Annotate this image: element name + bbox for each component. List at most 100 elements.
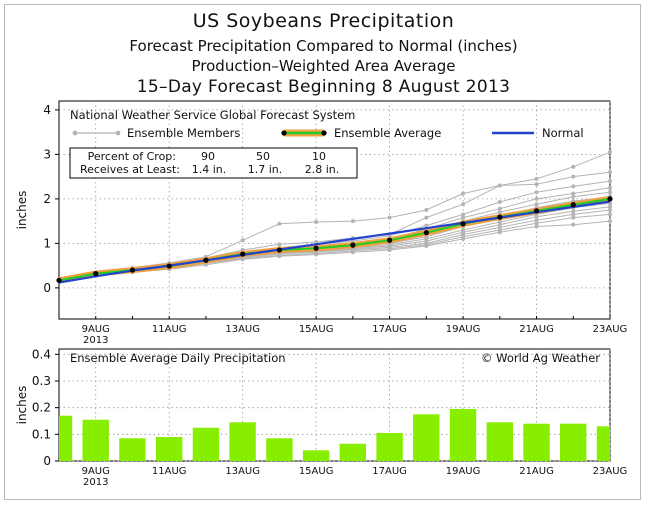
daily-precip-bar <box>302 450 330 461</box>
ensemble-average-point <box>240 251 246 257</box>
bar-x-tick-label: 9AUG <box>82 466 110 477</box>
ensemble-average-point <box>607 196 613 202</box>
ensemble-member-point <box>608 150 612 155</box>
ensemble-member-line <box>58 180 611 281</box>
ensemble-average-point <box>129 267 136 273</box>
ensemble-average-point <box>460 221 466 227</box>
ensemble-member-line <box>58 171 611 281</box>
chart-subtitle-2: Production–Weighted Area Average <box>191 57 456 75</box>
bar-y-axis-label: inches <box>15 386 29 425</box>
main-x-tick-label: 15AUG <box>299 324 334 335</box>
chart-subtitle-1: Forecast Precipitation Compared to Norma… <box>129 37 518 55</box>
legend-normal-label: Normal <box>542 126 584 140</box>
ensemble-member-point <box>571 212 576 217</box>
bar-x-tick-label: 21AUG <box>519 466 554 477</box>
bar-x-year-label: 2013 <box>83 477 108 488</box>
ensemble-average-point <box>350 242 356 248</box>
ensemble-member-point <box>277 242 282 247</box>
daily-precip-bar <box>486 422 513 461</box>
ensemble-member-point <box>608 170 612 175</box>
legend-average-dot <box>321 130 327 136</box>
ensemble-member-point <box>608 185 612 190</box>
main-x-tick-label: 19AUG <box>446 324 481 335</box>
normal-line <box>58 200 611 284</box>
legend: Ensemble Members Ensemble Average Normal <box>72 126 584 140</box>
ensemble-member-point <box>350 250 355 255</box>
daily-precip-bar <box>266 438 293 461</box>
ensemble-member-point <box>424 215 429 220</box>
daily-precip-bar <box>560 423 587 461</box>
ensemble-member-point <box>240 257 245 262</box>
credit-label: © World Ag Weather <box>481 351 600 365</box>
legend-members-dot <box>115 130 121 136</box>
legend-members-label: Ensemble Members <box>127 126 240 140</box>
crop-table-row1-label: Percent of Crop: <box>88 150 176 163</box>
ensemble-average-point <box>166 263 172 269</box>
ensemble-member-point <box>350 219 355 224</box>
crop-table-row2-value: 1.4 in. <box>192 163 227 176</box>
ensemble-member-point <box>497 210 502 215</box>
ensemble-member-point <box>608 190 612 195</box>
crop-table-row2-value: 2.8 in. <box>305 163 340 176</box>
ensemble-member-point <box>497 183 502 188</box>
daily-precip-bar <box>413 414 440 461</box>
bar-y-tick-label: 0.4 <box>32 347 51 361</box>
bar-x-tick-label: 15AUG <box>299 466 334 477</box>
ensemble-member-point <box>497 206 502 211</box>
ensemble-average-point <box>276 247 282 253</box>
ensemble-member-point <box>387 248 392 253</box>
ensemble-member-point <box>424 208 429 212</box>
ensemble-member-point <box>314 220 319 225</box>
chart-subtitle-3: 15–Day Forecast Beginning 8 August 2013 <box>136 77 511 97</box>
ensemble-member-point <box>424 244 429 249</box>
daily-precip-bar <box>156 437 183 461</box>
ensemble-member-point <box>240 238 245 243</box>
ensemble-member-point <box>461 202 466 207</box>
main-y-tick-label: 4 <box>43 103 51 117</box>
daily-precip-bar <box>449 409 477 461</box>
main-y-tick-label: 0 <box>43 281 51 295</box>
ensemble-member-point <box>571 215 576 220</box>
daily-precip-bar <box>376 433 403 461</box>
ensemble-member-point <box>534 218 539 223</box>
ensemble-average-point <box>313 245 319 251</box>
crop-table-box <box>69 147 358 179</box>
ensemble-member-point <box>571 222 576 227</box>
daily-precip-bar <box>82 419 109 461</box>
ensemble-member-point <box>571 174 576 179</box>
ensemble-member-series <box>57 170 612 283</box>
daily-precip-bar <box>339 443 366 461</box>
crop-table-row1-value: 90 <box>201 150 215 163</box>
ensemble-average-point <box>203 257 209 263</box>
ensemble-member-point <box>608 212 612 217</box>
bar-chart-title: Ensemble Average Daily Precipitation <box>70 351 286 365</box>
daily-precip-bar <box>229 422 256 461</box>
bar-x-tick-label: 11AUG <box>152 466 187 477</box>
ensemble-member-point <box>277 221 282 226</box>
bar-y-tick-label: 0.1 <box>32 427 51 441</box>
main-series-lines <box>56 195 613 284</box>
ensemble-member-point <box>608 219 612 224</box>
ensemble-member-point <box>571 209 576 214</box>
ensemble-member-point <box>534 182 539 187</box>
legend-members-dot <box>72 130 78 136</box>
main-x-tick-label: 13AUG <box>225 324 260 335</box>
main-y-axis-label: inches <box>15 191 29 230</box>
ensemble-average-point <box>497 214 503 220</box>
bar-x-tick-label: 13AUG <box>225 466 260 477</box>
ensemble-average-point <box>533 208 540 214</box>
bar-series <box>59 409 610 461</box>
main-y-tick-label: 2 <box>43 192 51 206</box>
crop-table-row2-value: 1.7 in. <box>248 163 283 176</box>
ensemble-member-point <box>534 196 539 201</box>
ensemble-member-point <box>571 164 576 169</box>
ensemble-average-point <box>93 271 99 277</box>
bar-y-tick-label: 0.3 <box>32 374 51 388</box>
ensemble-member-point <box>571 191 576 196</box>
crop-table-row1-value: 50 <box>256 150 270 163</box>
daily-precip-bar <box>119 438 146 461</box>
ensemble-member-point <box>461 191 466 196</box>
main-x-year-label: 2013 <box>83 335 108 346</box>
ensemble-member-point <box>461 236 466 241</box>
